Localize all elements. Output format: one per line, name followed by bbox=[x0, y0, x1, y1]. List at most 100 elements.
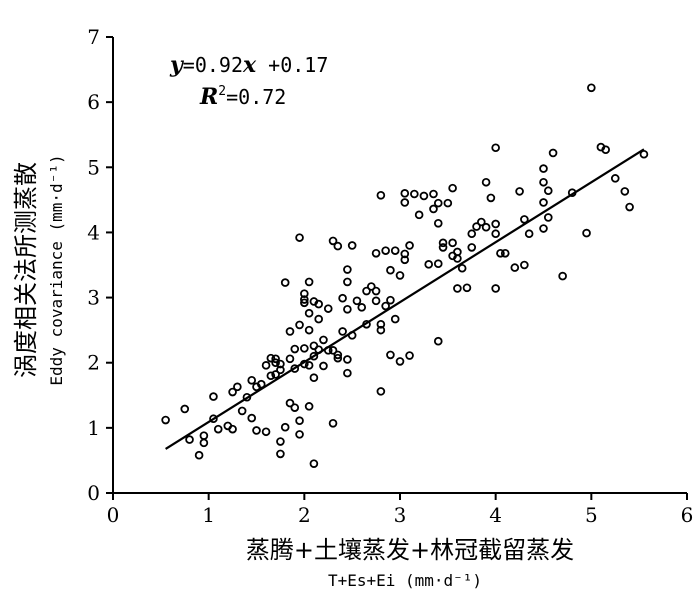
regression-equation: y=0.92x +0.17 bbox=[169, 52, 328, 78]
data-point bbox=[314, 314, 323, 324]
data-point bbox=[256, 379, 266, 389]
data-point bbox=[247, 413, 257, 423]
data-point bbox=[338, 293, 347, 303]
data-point bbox=[548, 148, 558, 158]
data-point bbox=[199, 438, 209, 448]
data-points bbox=[161, 83, 649, 468]
y-tick-label: 0 bbox=[87, 481, 100, 505]
data-point bbox=[309, 373, 319, 382]
data-point bbox=[500, 248, 510, 258]
data-point bbox=[352, 296, 362, 306]
data-point bbox=[328, 236, 338, 246]
data-point bbox=[539, 224, 548, 233]
data-point bbox=[290, 364, 300, 373]
data-point bbox=[543, 186, 553, 196]
data-point bbox=[467, 243, 477, 252]
y-axis-subtitle: Eddy covariance (mm·d⁻¹) bbox=[47, 154, 66, 385]
data-point bbox=[558, 271, 567, 281]
x-tick-label: 0 bbox=[107, 503, 120, 527]
data-point bbox=[520, 260, 529, 270]
data-point bbox=[453, 284, 462, 293]
data-point bbox=[424, 260, 434, 269]
data-point bbox=[477, 217, 486, 227]
data-point bbox=[620, 187, 630, 196]
data-point bbox=[228, 387, 237, 397]
data-point bbox=[271, 370, 280, 379]
y-tick-label: 2 bbox=[87, 351, 100, 375]
data-point bbox=[247, 376, 257, 385]
data-point bbox=[520, 215, 529, 224]
data-point bbox=[213, 424, 223, 434]
data-point bbox=[357, 303, 367, 312]
data-point bbox=[543, 213, 553, 222]
data-point bbox=[333, 350, 343, 360]
data-point bbox=[433, 219, 443, 228]
data-point bbox=[343, 304, 352, 314]
data-point bbox=[539, 177, 548, 187]
data-point bbox=[304, 361, 314, 370]
data-point bbox=[266, 353, 276, 363]
data-point bbox=[496, 248, 505, 258]
data-point bbox=[295, 233, 304, 242]
data-point bbox=[381, 246, 390, 255]
data-point bbox=[376, 325, 386, 335]
data-point bbox=[285, 327, 295, 336]
data-point bbox=[295, 320, 304, 330]
data-point bbox=[228, 424, 237, 434]
data-point bbox=[625, 202, 634, 212]
x-tick-label: 6 bbox=[681, 503, 694, 527]
x-axis-subtitle: T+Es+Ei (mm·d⁻¹) bbox=[328, 571, 482, 590]
data-point bbox=[242, 392, 252, 402]
data-point bbox=[405, 351, 414, 360]
data-point bbox=[347, 241, 357, 250]
fit-line-group bbox=[165, 148, 645, 450]
data-point bbox=[371, 248, 381, 258]
data-point bbox=[601, 145, 610, 154]
data-point bbox=[405, 241, 414, 250]
y-tick-label: 4 bbox=[87, 220, 100, 244]
data-point bbox=[429, 189, 438, 199]
data-point bbox=[338, 327, 347, 336]
y-axis-title: 涡度相关法所测蒸散 bbox=[12, 162, 40, 378]
data-point bbox=[386, 350, 395, 360]
data-point bbox=[285, 354, 295, 364]
data-point bbox=[300, 344, 309, 353]
x-tick-label: 2 bbox=[298, 503, 311, 527]
data-point bbox=[180, 404, 190, 414]
data-point bbox=[300, 295, 309, 304]
data-point bbox=[309, 459, 319, 468]
data-point bbox=[304, 277, 314, 287]
data-point bbox=[261, 361, 271, 370]
data-point bbox=[486, 193, 496, 203]
data-point bbox=[381, 301, 390, 311]
data-point bbox=[343, 265, 352, 274]
tick-labels: 0 1 2 3 4 5 6 0 1 2 3 4 5 6 7 bbox=[87, 25, 693, 527]
data-point bbox=[491, 143, 500, 153]
data-point bbox=[410, 189, 419, 199]
data-point bbox=[328, 346, 338, 355]
x-tick-label: 3 bbox=[394, 503, 407, 527]
data-point bbox=[362, 286, 371, 296]
data-point bbox=[209, 414, 218, 424]
data-point bbox=[304, 308, 314, 318]
data-point bbox=[280, 278, 290, 287]
y-tick-label: 5 bbox=[87, 155, 100, 179]
data-point bbox=[390, 314, 400, 324]
data-point bbox=[414, 210, 424, 220]
data-point bbox=[429, 204, 438, 214]
fit-line bbox=[165, 148, 645, 450]
data-point bbox=[386, 295, 395, 305]
data-point bbox=[582, 228, 591, 238]
data-point bbox=[376, 387, 386, 396]
data-point bbox=[271, 358, 280, 368]
data-point bbox=[295, 416, 304, 425]
data-point bbox=[343, 277, 352, 287]
data-point bbox=[539, 164, 548, 173]
data-point bbox=[438, 243, 448, 252]
data-point bbox=[300, 289, 309, 298]
data-point bbox=[276, 437, 285, 446]
data-point bbox=[491, 219, 500, 229]
data-point bbox=[276, 365, 285, 375]
data-point bbox=[491, 229, 500, 239]
